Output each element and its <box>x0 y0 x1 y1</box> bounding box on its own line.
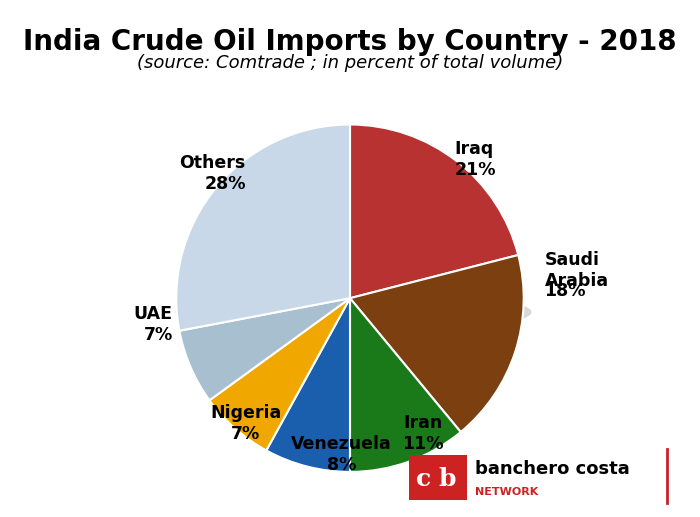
Text: 11%: 11% <box>402 435 444 453</box>
Wedge shape <box>266 298 350 472</box>
Text: banchero costa: banchero costa <box>475 461 630 478</box>
Ellipse shape <box>176 291 531 334</box>
Text: b: b <box>438 467 456 491</box>
Text: UAE: UAE <box>134 305 173 323</box>
Text: 18%: 18% <box>545 282 586 300</box>
Text: Venezuela: Venezuela <box>291 435 392 453</box>
Text: 28%: 28% <box>204 175 246 192</box>
Text: Saudi
Arabia: Saudi Arabia <box>545 251 609 290</box>
Wedge shape <box>350 255 524 432</box>
Text: 8%: 8% <box>327 456 356 474</box>
Wedge shape <box>209 298 350 450</box>
Text: Iraq: Iraq <box>454 140 494 158</box>
Wedge shape <box>350 125 518 298</box>
FancyBboxPatch shape <box>409 455 467 500</box>
Wedge shape <box>176 125 350 331</box>
Text: c: c <box>416 467 431 491</box>
Text: NETWORK: NETWORK <box>475 487 538 497</box>
Text: 21%: 21% <box>454 161 496 179</box>
Text: Nigeria: Nigeria <box>210 404 281 422</box>
Wedge shape <box>179 298 350 400</box>
Text: (source: Comtrade ; in percent of total volume): (source: Comtrade ; in percent of total … <box>137 54 563 72</box>
Text: India Crude Oil Imports by Country - 2018: India Crude Oil Imports by Country - 201… <box>23 28 677 56</box>
Text: 7%: 7% <box>144 326 173 344</box>
Wedge shape <box>350 298 461 472</box>
Text: Iran: Iran <box>403 414 442 432</box>
Text: Others: Others <box>179 154 246 172</box>
Text: 7%: 7% <box>231 424 260 443</box>
